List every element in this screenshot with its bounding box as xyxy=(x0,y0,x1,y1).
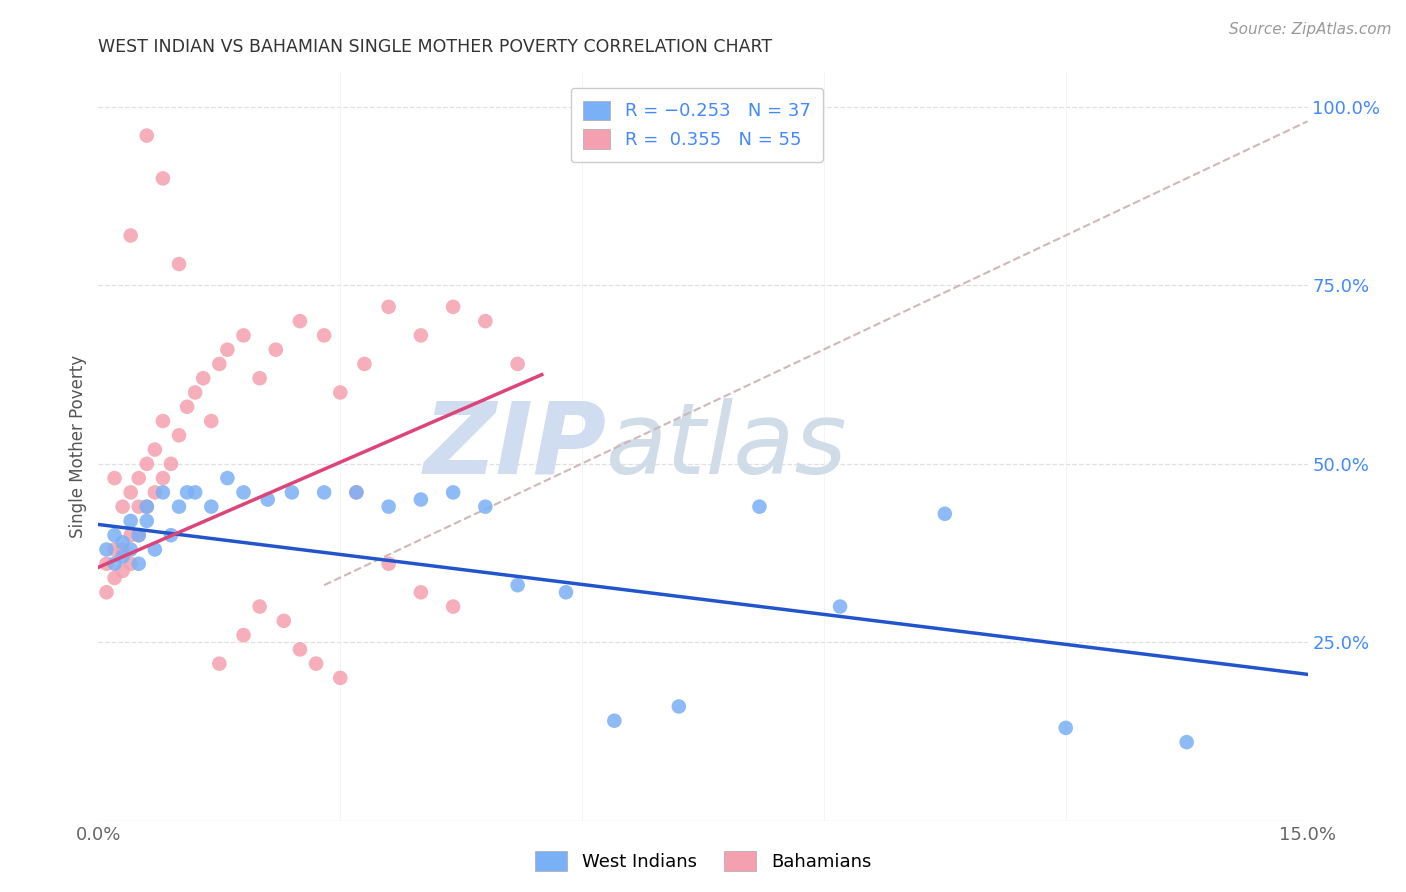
Point xyxy=(111,564,134,578)
Point xyxy=(103,528,125,542)
Point xyxy=(103,557,125,571)
Point xyxy=(474,314,496,328)
Point xyxy=(555,585,578,599)
Point xyxy=(128,528,150,542)
Point xyxy=(167,257,190,271)
Point xyxy=(506,578,529,592)
Point xyxy=(143,485,166,500)
Point xyxy=(120,514,142,528)
Point xyxy=(441,300,464,314)
Point xyxy=(305,657,328,671)
Point xyxy=(128,500,150,514)
Point xyxy=(1054,721,1077,735)
Point xyxy=(128,528,150,542)
Legend: West Indians, Bahamians: West Indians, Bahamians xyxy=(527,844,879,879)
Y-axis label: Single Mother Poverty: Single Mother Poverty xyxy=(69,354,87,538)
Point xyxy=(111,500,134,514)
Point xyxy=(288,314,311,328)
Point xyxy=(167,500,190,514)
Point xyxy=(288,642,311,657)
Point xyxy=(1175,735,1198,749)
Point xyxy=(828,599,851,614)
Point xyxy=(409,328,432,343)
Point xyxy=(281,485,304,500)
Text: Source: ZipAtlas.com: Source: ZipAtlas.com xyxy=(1229,22,1392,37)
Point xyxy=(103,571,125,585)
Point xyxy=(474,500,496,514)
Point xyxy=(120,485,142,500)
Point xyxy=(152,171,174,186)
Point xyxy=(329,385,352,400)
Point xyxy=(96,557,118,571)
Point xyxy=(200,500,222,514)
Text: ZIP: ZIP xyxy=(423,398,606,494)
Legend: R = −0.253   N = 37, R =  0.355   N = 55: R = −0.253 N = 37, R = 0.355 N = 55 xyxy=(571,88,824,162)
Text: WEST INDIAN VS BAHAMIAN SINGLE MOTHER POVERTY CORRELATION CHART: WEST INDIAN VS BAHAMIAN SINGLE MOTHER PO… xyxy=(98,38,772,56)
Point xyxy=(135,128,157,143)
Point xyxy=(314,485,336,500)
Point xyxy=(344,485,367,500)
Point xyxy=(120,557,142,571)
Point xyxy=(232,328,254,343)
Point xyxy=(344,485,367,500)
Point xyxy=(441,485,464,500)
Point xyxy=(377,500,399,514)
Point xyxy=(128,557,150,571)
Point xyxy=(208,657,231,671)
Point xyxy=(152,471,174,485)
Point xyxy=(193,371,215,385)
Point xyxy=(314,328,336,343)
Point xyxy=(668,699,690,714)
Point xyxy=(96,542,118,557)
Point xyxy=(264,343,287,357)
Point xyxy=(249,599,271,614)
Point xyxy=(329,671,352,685)
Point xyxy=(441,599,464,614)
Point xyxy=(111,549,134,564)
Point xyxy=(120,542,142,557)
Point xyxy=(143,442,166,457)
Point xyxy=(256,492,278,507)
Point xyxy=(135,457,157,471)
Point xyxy=(176,400,198,414)
Point xyxy=(176,485,198,500)
Point xyxy=(152,485,174,500)
Point xyxy=(184,485,207,500)
Point xyxy=(232,485,254,500)
Point xyxy=(409,492,432,507)
Point xyxy=(377,557,399,571)
Point xyxy=(160,457,183,471)
Point xyxy=(184,385,207,400)
Point xyxy=(128,471,150,485)
Point xyxy=(111,535,134,549)
Point xyxy=(135,500,157,514)
Point xyxy=(103,471,125,485)
Point xyxy=(377,300,399,314)
Point xyxy=(103,542,125,557)
Point xyxy=(111,542,134,557)
Point xyxy=(120,528,142,542)
Point xyxy=(353,357,375,371)
Point xyxy=(208,357,231,371)
Point xyxy=(167,428,190,442)
Point xyxy=(143,542,166,557)
Point xyxy=(506,357,529,371)
Point xyxy=(135,500,157,514)
Point xyxy=(217,471,239,485)
Point xyxy=(96,585,118,599)
Point xyxy=(200,414,222,428)
Point xyxy=(748,500,770,514)
Point xyxy=(120,228,142,243)
Point xyxy=(249,371,271,385)
Point xyxy=(160,528,183,542)
Point xyxy=(152,414,174,428)
Point xyxy=(603,714,626,728)
Text: atlas: atlas xyxy=(606,398,848,494)
Point xyxy=(934,507,956,521)
Point xyxy=(232,628,254,642)
Point xyxy=(217,343,239,357)
Point xyxy=(409,585,432,599)
Point xyxy=(135,514,157,528)
Point xyxy=(273,614,295,628)
